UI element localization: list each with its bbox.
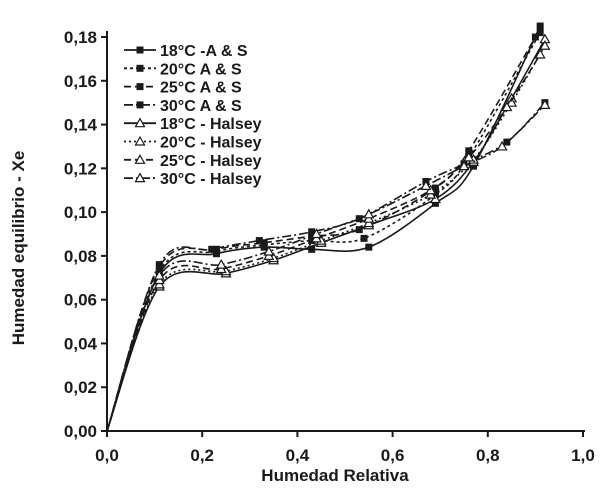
legend-marker	[134, 117, 146, 128]
legend-marker	[136, 46, 144, 54]
series-line	[106, 45, 546, 432]
legend-marker	[136, 64, 144, 72]
y-tick-label: 0,02	[64, 378, 97, 397]
data-point	[465, 147, 473, 155]
data-point	[503, 138, 511, 146]
data-point	[208, 245, 216, 253]
legend-item: 30°C - Halsey	[124, 171, 262, 188]
legend-item: 18°C -A & S	[124, 43, 248, 60]
data-point	[536, 29, 544, 37]
x-tick-label: 0,0	[95, 446, 119, 465]
y-tick-label: 0,04	[64, 334, 98, 353]
data-point	[263, 245, 275, 256]
data-point	[420, 180, 432, 190]
data-point	[153, 269, 165, 280]
y-tick-label: 0,06	[64, 291, 97, 310]
y-tick-label: 0,12	[64, 159, 97, 178]
data-point	[539, 40, 551, 50]
legend-label: 30°C - Halsey	[160, 171, 262, 188]
y-tick-label: 0,10	[64, 203, 97, 222]
data-point	[215, 258, 227, 269]
series-layer	[106, 22, 551, 432]
data-point	[506, 96, 518, 107]
legend-label: 25°C - Halsey	[160, 153, 262, 170]
legend-item: 20°C A & S	[124, 61, 242, 78]
legend-item: 25°C A & S	[124, 80, 242, 97]
y-tick-label: 0,18	[64, 28, 97, 47]
x-tick-label: 0,2	[190, 446, 214, 465]
data-point	[360, 234, 368, 242]
legend-marker	[134, 172, 146, 183]
data-point	[536, 22, 544, 30]
y-tick-label: 0,16	[64, 72, 97, 91]
data-point	[463, 151, 475, 162]
data-point	[255, 237, 263, 245]
legend-label: 18°C -A & S	[160, 43, 248, 60]
data-point	[458, 160, 470, 171]
legend-label: 20°C A & S	[160, 61, 242, 78]
data-point	[534, 48, 546, 59]
legend-label: 25°C A & S	[160, 80, 242, 97]
data-point	[531, 33, 539, 41]
data-point	[365, 243, 373, 251]
series-line	[106, 54, 541, 432]
legend-marker	[134, 135, 146, 146]
data-point	[212, 245, 220, 253]
legend-item: 30°C A & S	[124, 98, 242, 115]
y-tick-label: 0,00	[64, 422, 97, 441]
axes: 0,0 0,2 0,4 0,6 0,8 1,0 0,00 0,02 0,04 0,06 0,08 0,…	[64, 28, 595, 465]
data-point	[310, 228, 322, 239]
data-point	[501, 101, 513, 112]
data-point	[308, 245, 316, 253]
data-point	[496, 140, 508, 151]
legend-marker	[136, 101, 144, 109]
x-tick-label: 1,0	[571, 446, 595, 465]
y-axis-title: Humedad equilibrio - Xe	[9, 151, 28, 346]
data-point	[431, 199, 439, 207]
y-tick-label: 0,08	[64, 247, 97, 266]
x-tick-label: 0,6	[381, 446, 405, 465]
legend-item: 20°C - Halsey	[124, 135, 262, 152]
x-tick-label: 0,8	[476, 446, 500, 465]
legend-label: 18°C - Halsey	[160, 116, 262, 133]
legend-label: 30°C A & S	[160, 98, 242, 115]
x-axis-title: Humedad Relativa	[261, 466, 409, 485]
data-point	[539, 99, 551, 109]
y-tick-label: 0,14	[64, 116, 98, 135]
data-point	[308, 228, 316, 236]
data-point	[260, 239, 268, 247]
legend-marker	[134, 154, 146, 164]
x-tick-label: 0,4	[286, 446, 310, 465]
series-8	[106, 99, 551, 432]
legend-item: 18°C - Halsey	[124, 116, 262, 133]
legend-item: 25°C - Halsey	[124, 153, 262, 170]
legend-label: 20°C - Halsey	[160, 135, 262, 152]
legend-marker	[136, 83, 144, 91]
data-point	[470, 162, 478, 170]
data-point	[363, 208, 375, 219]
legend: 18°C -A & S20°C A & S 25°C A & S30°C A & …	[124, 43, 262, 188]
data-point	[155, 261, 163, 269]
